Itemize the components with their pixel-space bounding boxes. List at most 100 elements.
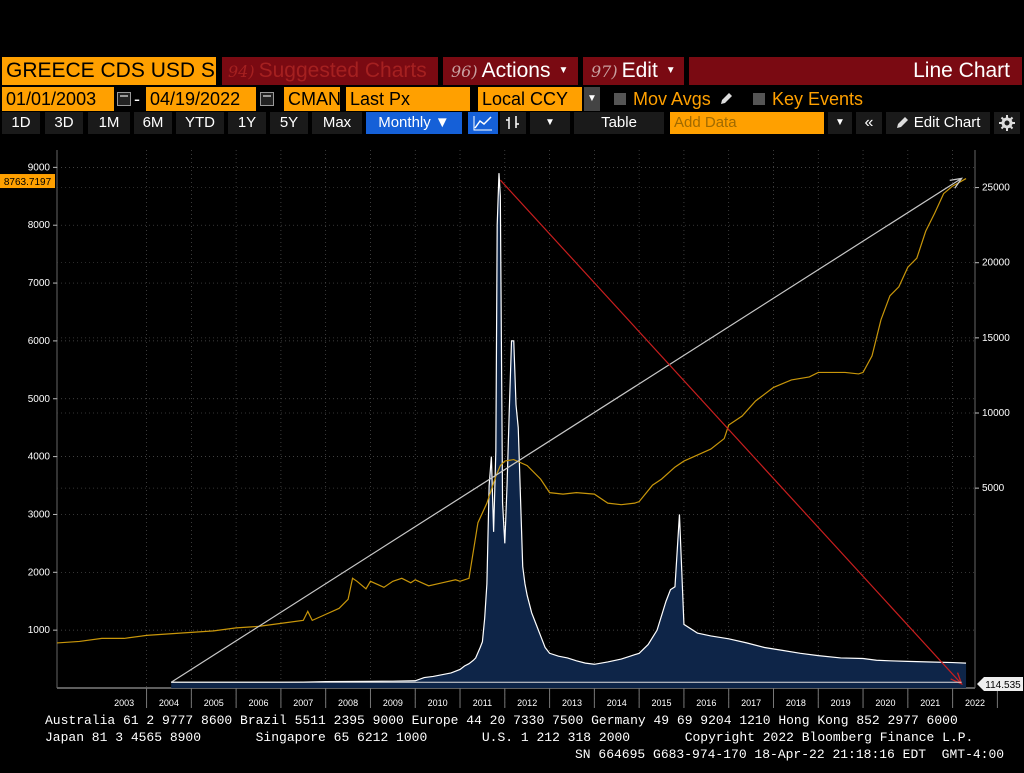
- left-tick-label: 7000: [28, 278, 51, 289]
- range-5y-button[interactable]: 5Y: [270, 112, 308, 134]
- calendar-icon[interactable]: [117, 92, 131, 106]
- suggested-charts-menu[interactable]: 94) Suggested Charts: [222, 57, 438, 85]
- pencil-icon[interactable]: [718, 91, 734, 107]
- menu-number: 97): [591, 62, 618, 81]
- key-events-label[interactable]: Key Events: [772, 89, 864, 109]
- right-tick-label: 20000: [982, 258, 1010, 269]
- footer-session-info: SN 664695 G683-974-170 18-Apr-22 21:18:1…: [575, 747, 1005, 762]
- x-tick-label: 2014: [607, 698, 627, 708]
- left-tick-label: 8000: [28, 220, 51, 231]
- line-chart: 1000 2000 3000 4000 5000 6000 7000 8000 9000 5000…: [0, 150, 1023, 708]
- range-1m-button[interactable]: 1M: [88, 112, 130, 134]
- edit-menu[interactable]: 97) Edit ▼: [583, 57, 684, 85]
- key-events-checkbox[interactable]: [753, 93, 765, 105]
- actions-menu[interactable]: 96) Actions ▼: [443, 57, 578, 85]
- range-max-button[interactable]: Max: [312, 112, 362, 134]
- end-date-field[interactable]: 04/19/2022: [146, 87, 256, 111]
- edit-chart-button[interactable]: Edit Chart: [886, 112, 990, 134]
- pencil-icon: [896, 117, 908, 128]
- x-tick-label: 2012: [517, 698, 537, 708]
- edit-chart-label: Edit Chart: [913, 114, 981, 131]
- left-tick-label: 3000: [28, 509, 51, 520]
- dropdown-arrow-icon: ▼: [434, 114, 450, 131]
- left-tick-label: 5000: [28, 394, 51, 405]
- x-tick-label: 2009: [383, 698, 403, 708]
- menu-number: 96): [451, 62, 478, 81]
- range-1d-button[interactable]: 1D: [2, 112, 40, 134]
- x-tick-label: 2022: [965, 698, 985, 708]
- dropdown-arrow-icon: ▼: [558, 65, 569, 77]
- left-tick-label: 2000: [28, 567, 51, 578]
- dropdown-arrow-icon: ▼: [835, 117, 845, 128]
- trend-arrowhead-up: [949, 177, 963, 189]
- last-value-right-tag: [977, 676, 1023, 691]
- table-button[interactable]: Table: [574, 112, 664, 134]
- x-tick-label: 2016: [696, 698, 716, 708]
- footer-contacts-line2: Japan 81 3 4565 8900 Singapore 65 6212 1…: [45, 730, 974, 745]
- add-data-input[interactable]: Add Data: [670, 112, 824, 134]
- series-line-primary: [171, 173, 967, 683]
- dropdown-arrow-icon: ▼: [545, 117, 555, 128]
- bar-chart-button[interactable]: [500, 112, 526, 134]
- x-tick-label: 2003: [114, 698, 134, 708]
- collapse-icon[interactable]: «: [856, 112, 882, 134]
- line-chart-button[interactable]: [468, 112, 498, 134]
- dropdown-arrow-icon[interactable]: ▼: [584, 87, 600, 111]
- trend-line-up: [170, 177, 962, 683]
- x-tick-label: 2021: [920, 698, 940, 708]
- x-tick-label: 2017: [741, 698, 761, 708]
- last-value-left-tag: [0, 174, 55, 189]
- x-tick-label: 2020: [875, 698, 895, 708]
- wrench-icon[interactable]: [994, 112, 1020, 134]
- dropdown-arrow-icon: ▼: [665, 65, 676, 77]
- source-field[interactable]: CMAN: [284, 87, 340, 111]
- trend-arrowhead-down: [950, 672, 963, 686]
- range-6m-button[interactable]: 6M: [134, 112, 172, 134]
- footer-contacts-line1: Australia 61 2 9777 8600 Brazil 5511 239…: [45, 713, 958, 728]
- menu-number: 94): [228, 62, 255, 81]
- x-tick-label: 2015: [652, 698, 672, 708]
- mov-avgs-checkbox[interactable]: [614, 93, 626, 105]
- x-tick-label: 2008: [338, 698, 358, 708]
- right-tick-label: 15000: [982, 333, 1010, 344]
- series-area-fill: [171, 173, 967, 689]
- x-tick-label: 2007: [293, 698, 313, 708]
- chart-type-title: Line Chart: [689, 57, 1022, 85]
- series-line-secondary: [56, 178, 967, 644]
- left-tick-label: 6000: [28, 336, 51, 347]
- range-3d-button[interactable]: 3D: [45, 112, 83, 134]
- add-data-dropdown[interactable]: ▼: [828, 112, 852, 134]
- chart-style-dropdown[interactable]: ▼: [530, 112, 570, 134]
- left-tick-label: 9000: [28, 162, 51, 173]
- ticker-field[interactable]: GREECE CDS USD SR: [2, 57, 216, 85]
- trend-line-down: [499, 179, 963, 685]
- suggested-charts-label: Suggested Charts: [258, 59, 427, 82]
- right-tick-label: 5000: [982, 483, 1005, 494]
- date-separator: -: [134, 89, 140, 109]
- range-1y-button[interactable]: 1Y: [228, 112, 266, 134]
- field-selector[interactable]: Last Px: [346, 87, 470, 111]
- currency-selector[interactable]: Local CCY: [478, 87, 582, 111]
- mov-avgs-label[interactable]: Mov Avgs: [633, 89, 711, 109]
- start-date-field[interactable]: 01/01/2003: [2, 87, 114, 111]
- x-tick-label: 2004: [159, 698, 179, 708]
- right-tick-label: 25000: [982, 183, 1010, 194]
- x-tick-label: 2010: [428, 698, 448, 708]
- x-tick-label: 2013: [562, 698, 582, 708]
- left-tick-label: 1000: [28, 625, 51, 636]
- settings-wrench-glyph: [999, 115, 1015, 131]
- right-tick-label: 10000: [982, 408, 1010, 419]
- last-value-right-label: 114.535: [985, 680, 1021, 691]
- x-tick-label: 2018: [786, 698, 806, 708]
- x-tick-label: 2006: [248, 698, 268, 708]
- range-ytd-button[interactable]: YTD: [176, 112, 224, 134]
- last-value-left-label: 8763.7197: [4, 177, 52, 188]
- x-tick-label: 2019: [831, 698, 851, 708]
- calendar-icon[interactable]: [260, 92, 274, 106]
- period-label: Monthly: [378, 114, 431, 131]
- period-selector[interactable]: Monthly ▼: [366, 112, 462, 134]
- actions-label: Actions: [481, 59, 551, 82]
- x-tick-label: 2005: [204, 698, 224, 708]
- left-tick-label: 4000: [28, 452, 51, 463]
- edit-label: Edit: [621, 59, 658, 82]
